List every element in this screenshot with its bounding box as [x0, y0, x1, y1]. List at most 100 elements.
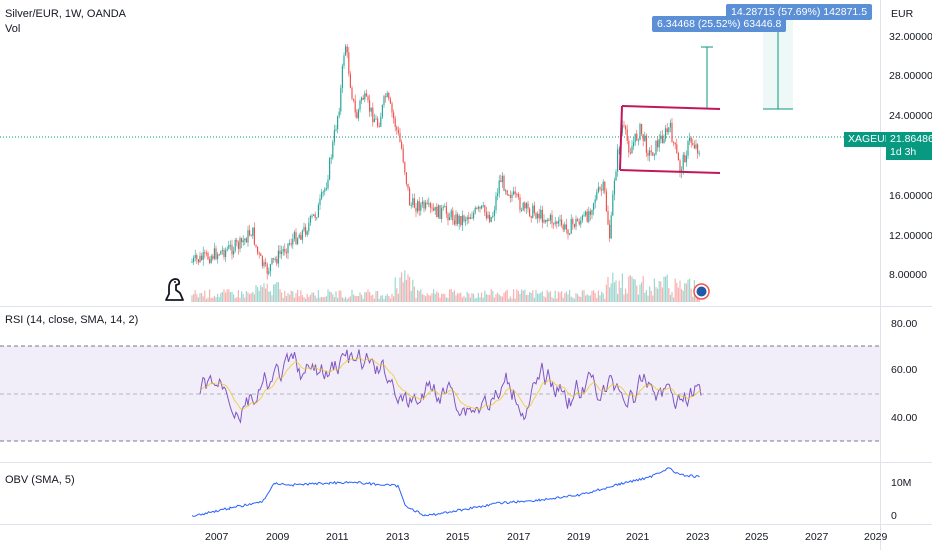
volume-bar [687, 279, 689, 302]
volume-bar [308, 296, 310, 302]
symbol-title[interactable]: Silver/EUR, 1W, OANDA [5, 8, 127, 20]
volume-bar [234, 298, 236, 302]
price-candle [407, 183, 409, 189]
tradingview-dino-icon[interactable] [163, 276, 185, 302]
price-candle [553, 223, 555, 225]
measure-tooltip-short[interactable]: 6.34468 (25.52%) 63446.8 [652, 16, 787, 32]
price-candle [282, 248, 284, 252]
volume-bar [324, 297, 326, 302]
price-candle [394, 118, 396, 127]
price-candle [385, 96, 387, 98]
volume-bar [263, 283, 265, 302]
volume-bar [695, 296, 697, 302]
price-candle [617, 149, 619, 172]
price-candle [425, 202, 427, 209]
volume-bar [575, 292, 577, 302]
pane-divider-price-rsi[interactable] [0, 306, 932, 307]
price-candle [575, 219, 577, 227]
obv-tick: 0 [891, 510, 897, 522]
price-candle [485, 212, 487, 219]
price-candle [687, 141, 689, 156]
price-candle [609, 224, 611, 239]
symbol-tag[interactable]: XAGEUR [844, 132, 897, 147]
price-candle [367, 96, 369, 101]
volume-bar [370, 295, 372, 302]
currency-label[interactable]: EUR [891, 8, 914, 20]
circle-marker-icon[interactable] [693, 283, 710, 300]
price-candle [255, 244, 257, 247]
price-candle [194, 255, 196, 258]
price-candle [237, 242, 239, 249]
price-candle [444, 206, 446, 208]
price-candle [516, 193, 518, 195]
volume-bar [471, 293, 473, 302]
volume-bar [639, 284, 641, 302]
volume-bar [692, 296, 694, 302]
volume-bar [613, 282, 615, 302]
volume-bar [449, 289, 451, 302]
price-candle [471, 217, 473, 219]
volume-bar [589, 295, 591, 302]
volume-bar [282, 297, 284, 302]
volume-bar [351, 289, 353, 302]
price-candle [652, 152, 654, 156]
volume-bar [601, 291, 603, 302]
price-candle [359, 100, 361, 110]
volume-bar [517, 291, 519, 302]
volume-bar [300, 290, 302, 302]
price-candle [647, 152, 649, 156]
price-candle [375, 118, 377, 120]
price-candle [445, 206, 447, 214]
volume-bar [625, 288, 627, 302]
volume-bar [319, 297, 321, 302]
price-candle [300, 235, 302, 240]
price-candle [697, 144, 699, 154]
volume-bar [521, 289, 523, 302]
price-candle [218, 254, 220, 256]
volume-bar [250, 293, 252, 302]
price-candle [228, 245, 230, 249]
price-candle [298, 235, 300, 239]
volume-bar [540, 292, 542, 302]
volume-bar [455, 295, 457, 302]
volume-bar [252, 291, 254, 302]
volume-label[interactable]: Vol [5, 23, 21, 35]
price-candle [441, 208, 443, 219]
price-candle [386, 93, 388, 97]
price-candle [458, 215, 460, 224]
volume-bar [519, 294, 521, 302]
volume-bar [673, 297, 675, 302]
volume-bar [289, 294, 291, 302]
volume-bar [685, 283, 687, 302]
pane-divider-rsi-obv[interactable] [0, 462, 932, 463]
price-candle [586, 211, 588, 222]
price-candle [269, 264, 271, 272]
price-candle [305, 227, 307, 235]
volume-bar [258, 290, 260, 302]
rsi-label[interactable]: RSI (14, close, SMA, 14, 2) [5, 314, 139, 326]
price-candle [433, 208, 435, 211]
price-candle [205, 252, 207, 254]
price-candle [495, 195, 497, 211]
volume-bar [191, 295, 193, 302]
price-candle [284, 248, 286, 253]
price-candle [561, 219, 563, 226]
volume-bar [434, 293, 436, 302]
volume-bar [201, 293, 203, 302]
volume-bar [194, 290, 196, 302]
price-candle [570, 219, 572, 234]
volume-bar [266, 283, 268, 302]
price-candle [548, 219, 550, 221]
volume-bar [269, 291, 271, 302]
volume-bar [626, 293, 628, 302]
obv-label[interactable]: OBV (SMA, 5) [5, 474, 75, 486]
last-price-tag[interactable]: 21.86486 1d 3h [886, 132, 932, 160]
price-candle [204, 252, 206, 254]
price-candle [289, 243, 291, 245]
volume-bar [585, 295, 587, 302]
volume-bar [359, 292, 361, 302]
price-candle [463, 215, 465, 222]
price-candle [481, 205, 483, 209]
volume-bar [476, 297, 478, 302]
